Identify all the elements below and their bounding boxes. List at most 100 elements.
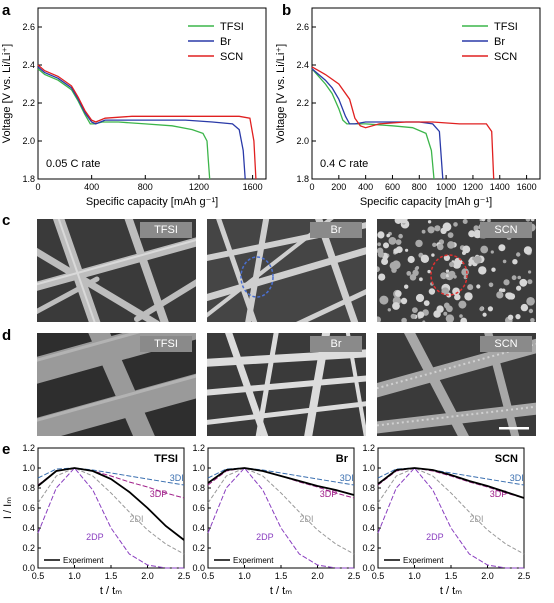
sem-grain [437, 243, 444, 251]
panel-letter-e: e [2, 441, 11, 458]
sem-grain [405, 248, 409, 252]
sem-label-c-br: Br [310, 222, 362, 238]
sem-grain [491, 267, 496, 272]
y-tick-label: 0.0 [362, 563, 375, 573]
sem-grain [441, 287, 449, 295]
sem-grain [443, 311, 448, 316]
theory-curve-2di [207, 467, 355, 555]
x-tick-label: 2.5 [178, 571, 191, 581]
legend-label-experiment: Experiment [403, 556, 444, 565]
series-line-br [311, 68, 444, 180]
sem-grain [379, 295, 389, 305]
sem-grain [498, 244, 506, 252]
sem-grain [482, 312, 487, 317]
sem-grain [392, 302, 400, 310]
x-tick-label: 1.0 [408, 571, 421, 581]
sem-grain [415, 239, 423, 248]
sem-grain [528, 270, 532, 274]
curve-label-2di: 2DI [300, 514, 314, 524]
x-tick-label: 1600 [243, 182, 263, 192]
y-axis-label: Voltage [V vs. Li/Li⁺] [276, 44, 287, 143]
plot-frame [37, 447, 185, 569]
plot-frame [207, 447, 355, 569]
sem-grain [410, 313, 416, 319]
transient-charts-e: 0.5 1.0 1.5 2.0 2.50.00.20.40.60.81.01.2t / … [2, 443, 530, 597]
sem-grain [462, 219, 468, 224]
y-tick-label: 2.4 [296, 60, 309, 70]
sem-grain [443, 254, 450, 261]
curve-label-2di: 2DI [130, 514, 144, 524]
curve-label-3dp: 3DP [320, 489, 338, 499]
sem-grain [479, 306, 484, 312]
sem-grain [452, 287, 460, 296]
sem-grain [501, 288, 506, 293]
plot-frame [37, 7, 267, 180]
sem-grain [428, 288, 436, 295]
sem-grain [454, 293, 461, 301]
y-tick-label: 0.0 [22, 563, 35, 573]
sem-grain [507, 314, 514, 320]
discharge-chart-a: 0 400 800 1200 1600 1.8 2.0 2.2 2.4 2.6 Specific c… [1, 7, 267, 208]
sem-image-d-tfsi [37, 333, 196, 436]
sem-grain [464, 292, 473, 301]
sem-grain [506, 292, 514, 300]
y-tick-label: 2.2 [22, 98, 35, 108]
y-tick-label: 1.2 [22, 443, 35, 453]
experiment-line-br [207, 467, 355, 496]
sem-grain [458, 300, 467, 309]
sem-grain [381, 258, 389, 265]
sem-grain [398, 233, 403, 239]
sem-grain [526, 297, 535, 306]
sem-grain [520, 303, 529, 312]
y-tick-label: 0.6 [192, 503, 205, 513]
legend-label-experiment: Experiment [63, 556, 104, 565]
sem-grain [478, 266, 487, 275]
y-tick-label: 0.8 [22, 483, 35, 493]
sem-grain [440, 227, 447, 234]
sem-grain [447, 241, 455, 249]
sem-grain [476, 284, 481, 289]
panel-title-tfsi: TFSI [154, 453, 178, 465]
y-axis-label: Voltage [V vs. Li/Li⁺] [1, 44, 13, 143]
x-tick-label: 600 [385, 182, 400, 192]
experiment-line-tfsi [37, 467, 185, 541]
sem-grain [383, 242, 389, 249]
x-tick-label: 1600 [517, 182, 537, 192]
sem-grain [420, 254, 430, 263]
sem-image-c-tfsi [37, 219, 196, 322]
x-tick-label: 1.0 [238, 571, 251, 581]
sem-grain [417, 311, 425, 319]
sem-grain [412, 307, 418, 313]
x-tick-label: 1.5 [445, 571, 458, 581]
curve-label-2dp: 2DP [256, 532, 274, 542]
sem-grain [421, 229, 426, 234]
legend-label-br: Br [220, 36, 231, 48]
sem-grain [528, 308, 534, 314]
sem-grain [434, 225, 441, 232]
sem-grain [461, 268, 469, 276]
theory-curve-2dp [37, 467, 184, 569]
x-tick-label: 400 [84, 182, 99, 192]
y-tick-label: 1.0 [362, 463, 375, 473]
sem-grain [519, 278, 528, 287]
panel-title-scn: SCN [495, 453, 518, 465]
sem-grain [473, 255, 482, 264]
sem-grain [400, 297, 408, 305]
curve-label-3dp: 3DP [150, 489, 168, 499]
sem-grain [511, 275, 517, 281]
sem-grain [447, 232, 454, 238]
sem-grain [454, 257, 462, 266]
sem-grain [422, 320, 426, 322]
x-tick-label: 0.5 [372, 571, 385, 581]
sem-grain [395, 290, 402, 297]
x-tick-label: 800 [412, 182, 427, 192]
x-tick-label: 0 [309, 182, 314, 192]
sem-grain [445, 274, 450, 278]
experiment-line-scn [377, 467, 525, 499]
sem-grain [449, 261, 455, 267]
sem-grain [460, 317, 468, 322]
sem-grain [377, 231, 385, 239]
x-tick-label: 2.0 [141, 571, 154, 581]
sem-grain [502, 259, 507, 264]
sem-grain [462, 245, 471, 254]
